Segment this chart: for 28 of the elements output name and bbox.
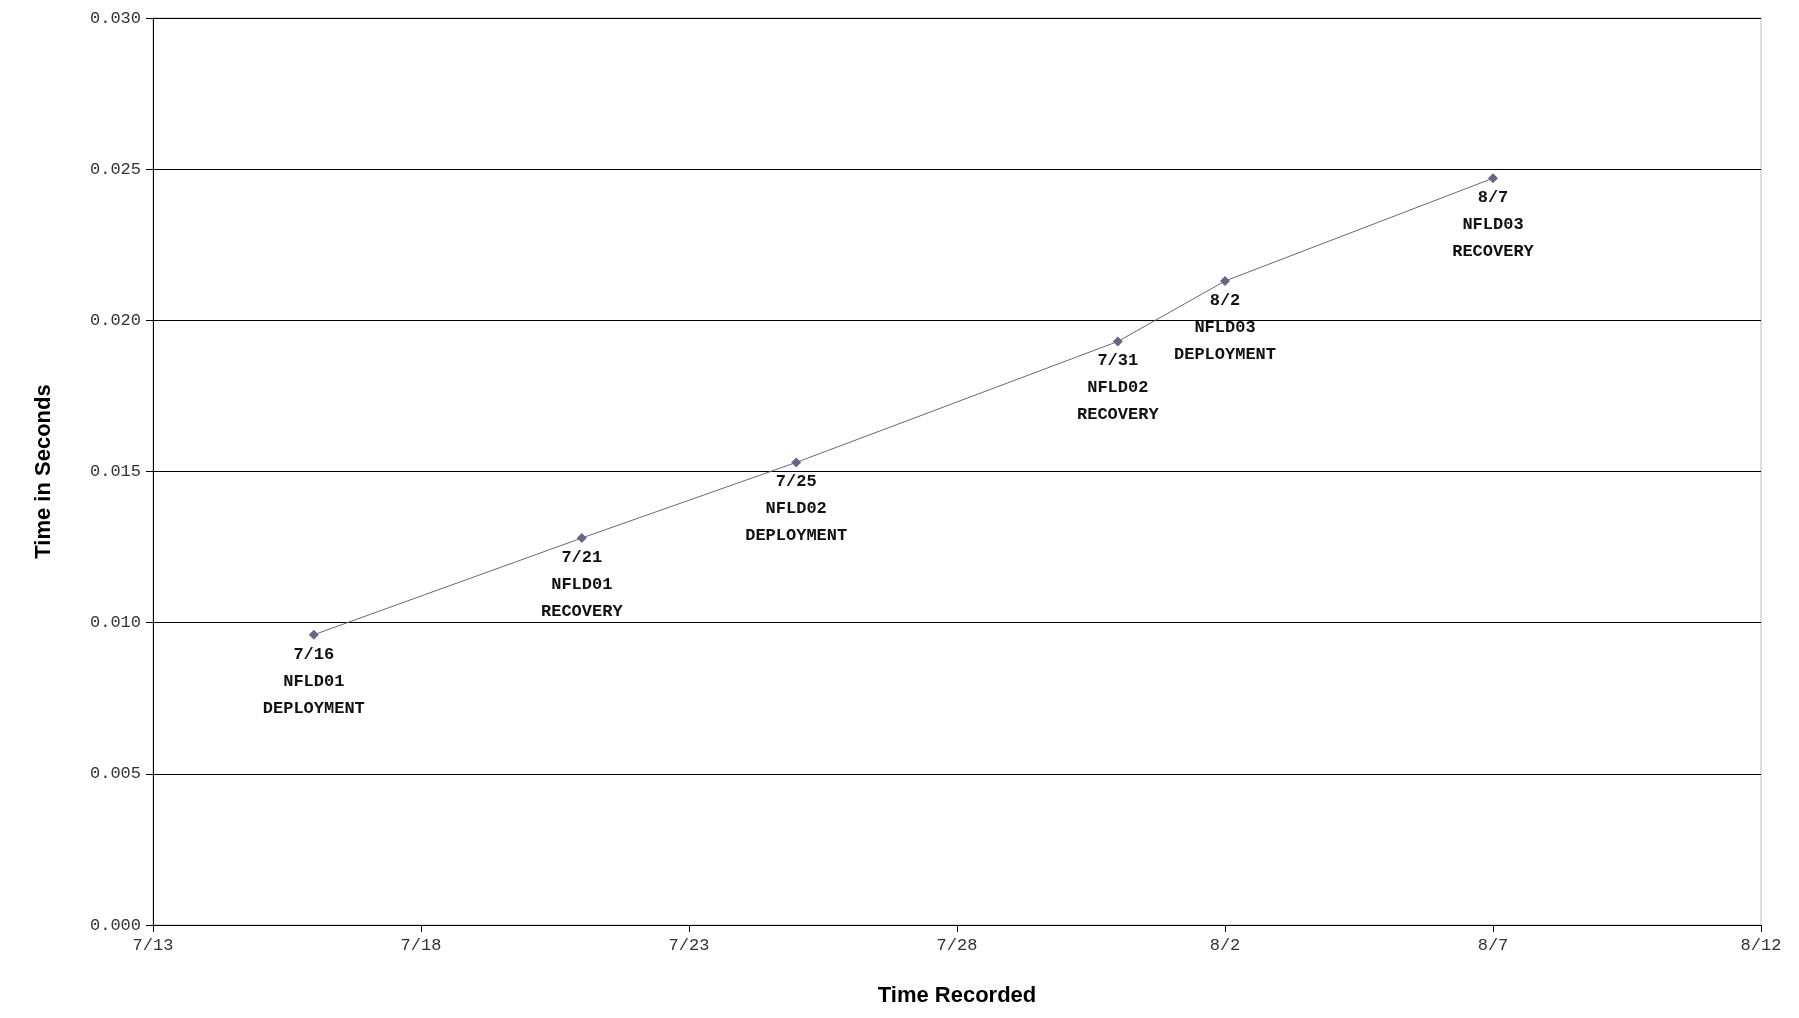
annotation: 7/16 NFLD01 DEPLOYMENT — [262, 644, 365, 718]
annotation: 8/7 NFLD03 RECOVERY — [1452, 188, 1535, 262]
y-tick-label: 0.015 — [89, 462, 141, 481]
x-tick-label: 8/7 — [1477, 936, 1509, 955]
y-tick-label: 0.020 — [89, 310, 141, 330]
point — [576, 533, 587, 544]
y-tick-label: 0.000 — [89, 915, 141, 935]
point — [1112, 336, 1123, 347]
x-tick-label: 7/18 — [400, 936, 442, 955]
y-axis-title: Time in Seconds — [29, 384, 55, 559]
annotation: 7/31 NFLD02 RECOVERY — [1076, 351, 1160, 425]
y-tick-label: 0.005 — [89, 764, 141, 784]
point — [791, 457, 802, 468]
annotation: 7/25 NFLD02 DEPLOYMENT — [745, 472, 848, 546]
point — [1220, 276, 1230, 287]
y-tick-label: 0.025 — [89, 159, 141, 179]
y-tick-label: 0.030 — [89, 8, 141, 28]
x-tick-label: 7/23 — [668, 936, 710, 955]
x-tick-label: 7/13 — [132, 936, 174, 955]
annotation: 8/2 NFLD03 DEPLOYMENT — [1173, 291, 1277, 365]
annotation: 7/21 NFLD01 RECOVERY — [540, 548, 624, 622]
x-tick-label: 8/2 — [1209, 936, 1241, 955]
x-tick-label: 8/12 — [1740, 936, 1782, 955]
point — [308, 629, 319, 640]
y-tick-label: 0.010 — [89, 613, 141, 633]
point — [1488, 173, 1498, 184]
x-axis-title: Time Recorded — [877, 981, 1037, 1007]
x-tick-label: 7/28 — [936, 936, 978, 955]
